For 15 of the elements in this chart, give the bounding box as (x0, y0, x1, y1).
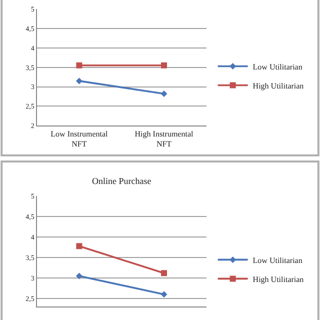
chart-title: Online Purchase (92, 176, 152, 186)
legend-label: High Utilitarian (252, 274, 304, 284)
point (160, 291, 168, 298)
x-tick-label: Low Instrumental NFT (50, 129, 109, 149)
point (76, 243, 82, 250)
point (161, 270, 167, 276)
point (76, 272, 82, 280)
legend-label: Low Utilitarian (252, 62, 302, 72)
point (76, 78, 82, 84)
legend-label: Low Utilitarian (252, 256, 302, 265)
legend-label: High Utilitarian (252, 81, 304, 90)
point (76, 62, 82, 68)
point (160, 90, 168, 98)
point (161, 62, 167, 68)
x-tick-label: High Instrumental NFT (134, 129, 194, 149)
